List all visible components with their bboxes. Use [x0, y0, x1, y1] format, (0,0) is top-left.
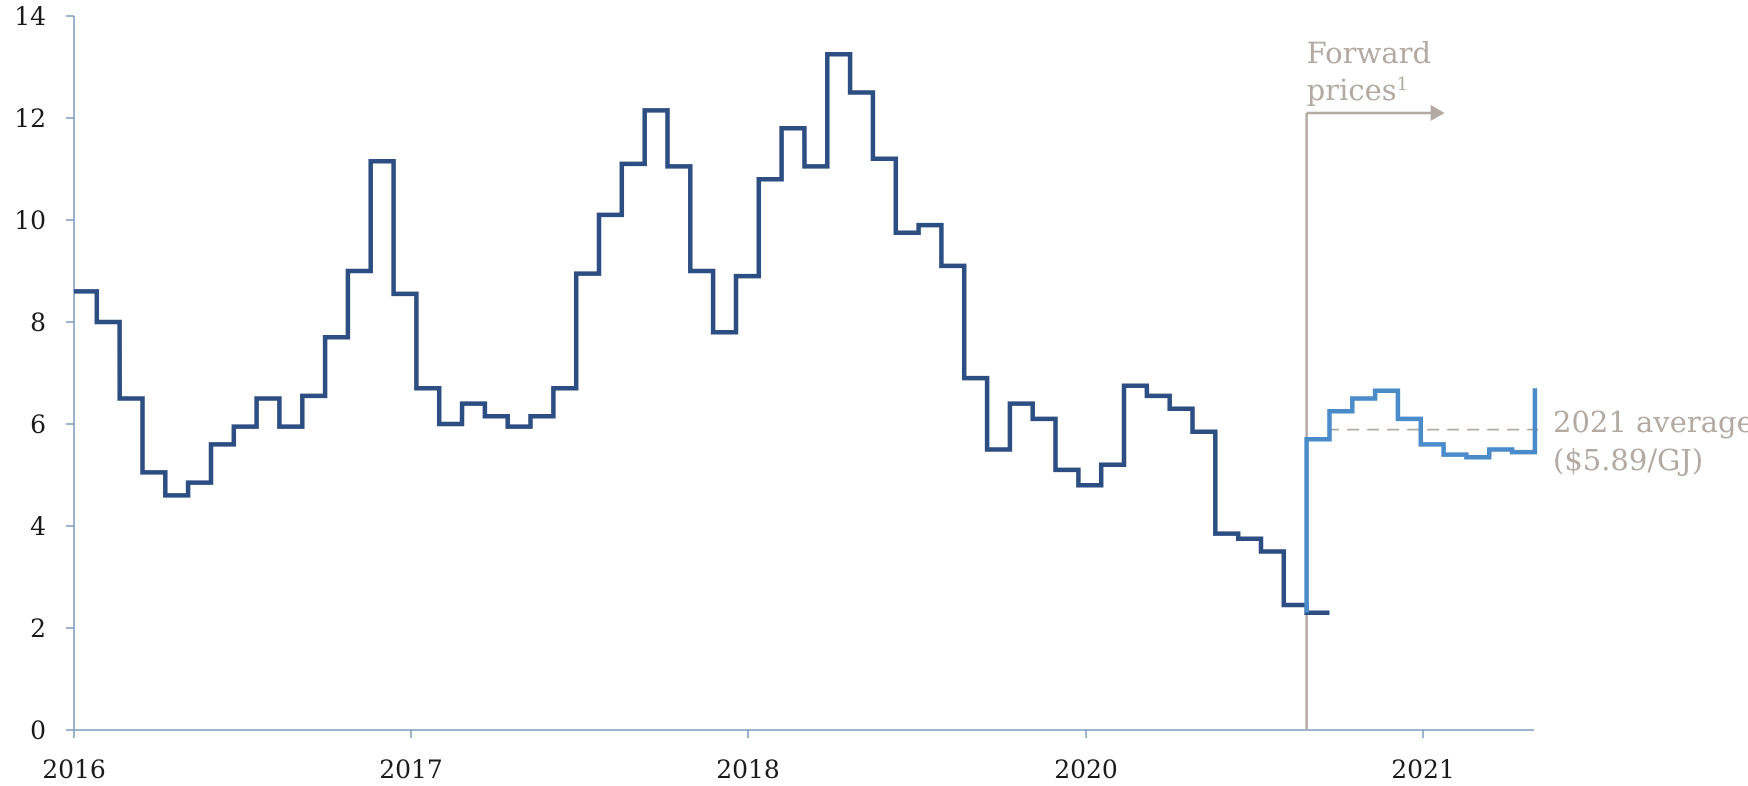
series-lines [74, 52, 1538, 615]
x-tick-label: 2017 [379, 755, 443, 784]
average-label: 2021 average [1553, 405, 1748, 439]
y-tick-label: 14 [14, 2, 46, 31]
y-tick-label: 4 [30, 512, 46, 541]
chart-axes [73, 16, 1534, 731]
y-tick-label: 10 [14, 206, 46, 235]
annotation-labels: Forward prices1 2021 average ($5.89/GJ) [1307, 36, 1748, 477]
x-tick-label: 2018 [716, 755, 780, 784]
y-tick-label: 6 [30, 410, 46, 439]
forward-prices-superscript: 1 [1397, 74, 1408, 95]
x-tick-label: 2020 [1054, 755, 1118, 784]
forward-prices-marker [1305, 105, 1445, 730]
forward-price-line [1304, 388, 1538, 613]
forward-prices-word: prices [1307, 73, 1397, 107]
y-tick-label: 0 [30, 716, 46, 745]
forward-arrow-head [1430, 105, 1445, 121]
y-tick-label: 12 [14, 104, 46, 133]
x-tick-label: 2021 [1391, 755, 1455, 784]
forward-prices-label-2: prices1 [1307, 73, 1408, 107]
average-value-label: ($5.89/GJ) [1553, 443, 1703, 477]
historical-price-line [74, 52, 1330, 615]
x-tick-label: 2016 [42, 755, 106, 784]
y-tick-label: 2 [30, 614, 46, 643]
x-axis-ticks: 2016 2017 2018 2020 2021 [42, 730, 1455, 784]
forward-prices-label: Forward [1307, 36, 1431, 70]
y-axis-ticks: 0 2 4 6 8 10 12 14 [14, 2, 74, 745]
y-tick-label: 8 [30, 308, 46, 337]
